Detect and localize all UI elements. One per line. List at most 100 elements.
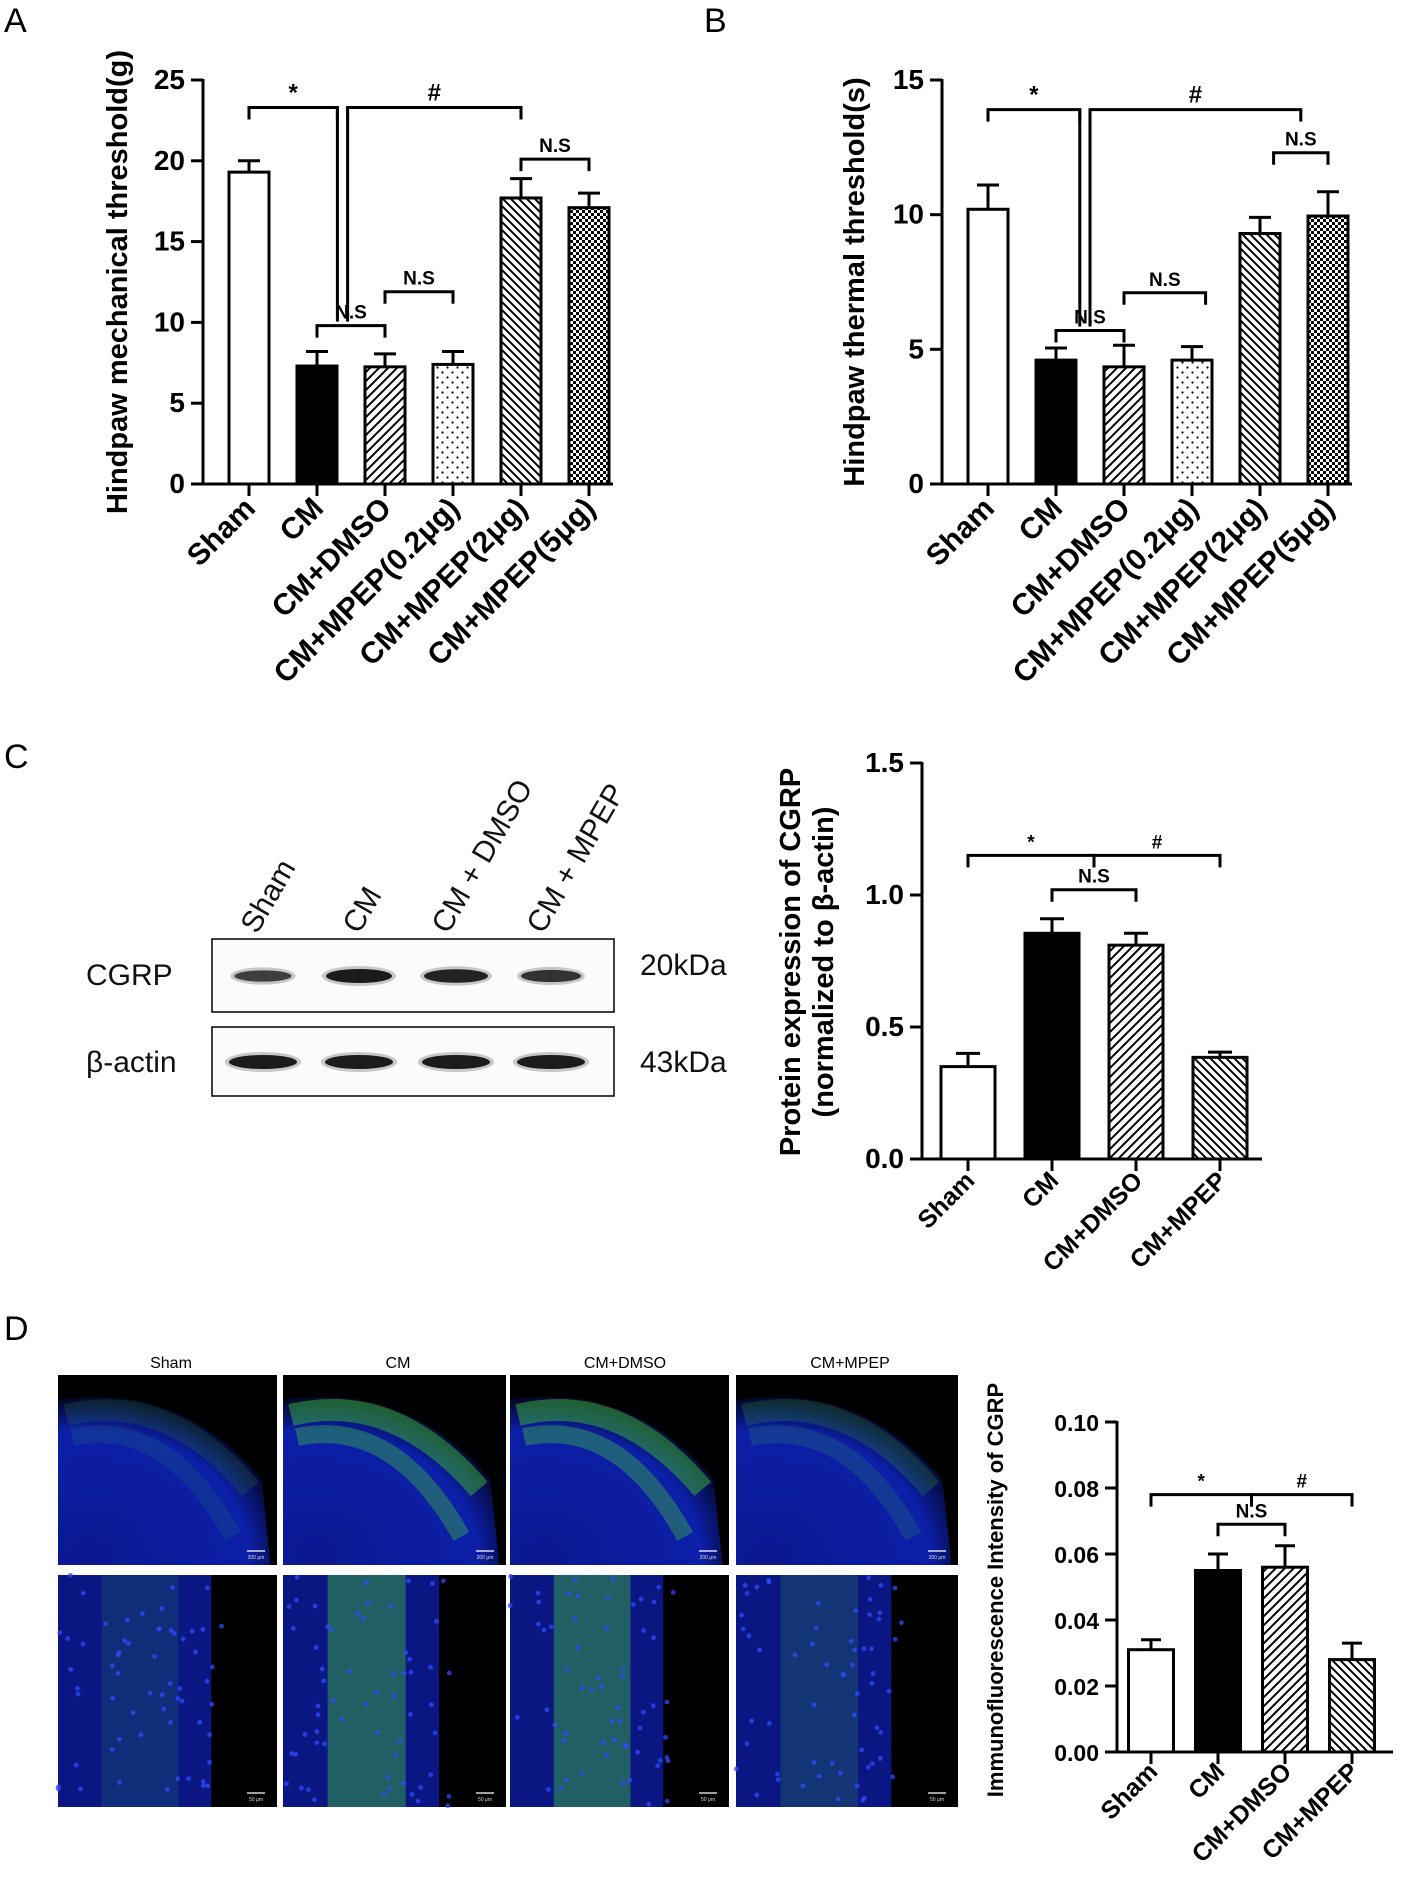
micrograph-panel: Sham CM CM+DMSO CM+MPEP 200 μm 200 μm 200 … <box>55 1355 958 1809</box>
nucleus-dot <box>445 1803 451 1809</box>
nucleus-dot <box>744 1741 750 1746</box>
nucleus-dot <box>109 1747 115 1752</box>
y-axis-label: Immunofluorescence Intensity of CGRP <box>983 1383 1008 1797</box>
nucleus-dot <box>848 1638 854 1644</box>
significance-label: N.S <box>335 303 367 324</box>
nucleus-dot <box>813 1625 819 1631</box>
nucleus-dot <box>546 1786 551 1792</box>
nucleus-dot <box>646 1801 652 1807</box>
nucleus-dot <box>391 1693 397 1699</box>
scale-bar-label: 50 μm <box>701 1797 715 1803</box>
blot-lane-label: Sham <box>234 854 302 938</box>
nucleus-dot <box>861 1646 867 1652</box>
nucleus-dot <box>564 1667 570 1672</box>
micrograph-column-label: CM <box>386 1355 411 1372</box>
nucleus-dot <box>151 1653 157 1659</box>
x-tick-label: Sham <box>181 492 262 573</box>
significance-label: N.S <box>1149 270 1181 291</box>
nucleus-dot <box>207 1759 212 1765</box>
nucleus-dot <box>853 1608 859 1614</box>
nucleus-dot <box>365 1600 371 1606</box>
nucleus-dot <box>637 1725 643 1731</box>
nucleus-dot <box>314 1729 320 1734</box>
nucleus-dot <box>312 1797 317 1803</box>
nucleus-dot <box>209 1701 215 1707</box>
nucleus-dot <box>179 1698 185 1704</box>
significance-bracket <box>1092 853 1222 868</box>
nucleus-dot <box>346 1669 352 1675</box>
nucleus-dot <box>609 1718 615 1724</box>
nucleus-dot <box>541 1627 547 1633</box>
nucleus-dot <box>572 1577 578 1583</box>
nucleus-dot <box>375 1730 380 1736</box>
nucleus-dot <box>168 1627 174 1633</box>
bar-cm-mpep-5-g- <box>567 206 611 486</box>
nucleus-dot <box>749 1718 754 1724</box>
nucleus-dot <box>595 1675 601 1681</box>
nucleus-dot <box>640 1709 646 1715</box>
nucleus-dot <box>293 1751 298 1757</box>
scale-bar-label: 200 μm <box>700 1555 717 1561</box>
y-tick-label: 0 <box>169 468 185 499</box>
nucleus-dot <box>811 1760 817 1765</box>
panel-label-d: D <box>4 1310 29 1348</box>
tissue-section <box>283 1396 500 1565</box>
nucleus-dot <box>535 1590 541 1596</box>
nucleus-dot <box>638 1596 644 1602</box>
blot-row-label-cgrp: CGRP <box>86 959 173 992</box>
nucleus-dot <box>733 1766 739 1772</box>
nucleus-dot <box>670 1590 676 1595</box>
nucleus-dot <box>536 1599 542 1605</box>
nucleus-dot <box>886 1688 892 1694</box>
nucleus-dot <box>754 1792 760 1798</box>
cgrp-signal <box>515 1398 712 1497</box>
nucleus-dot <box>800 1783 806 1789</box>
nucleus-dot <box>161 1706 167 1712</box>
nucleus-dot <box>428 1772 434 1778</box>
nucleus-dot <box>892 1636 898 1642</box>
nucleus-dot <box>664 1755 670 1760</box>
scale-bar-label: 200 μm <box>929 1555 946 1561</box>
nucleus-dot <box>115 1670 121 1676</box>
nucleus-dot <box>289 1751 295 1756</box>
scale-bar-label: 50 μm <box>249 1797 263 1803</box>
nucleus-dot <box>407 1656 413 1662</box>
nucleus-dot <box>180 1636 186 1642</box>
nucleus-dot <box>122 1638 128 1644</box>
nucleus-dot <box>75 1691 81 1697</box>
nucleus-dot <box>598 1684 604 1689</box>
significance-label: * <box>1198 1472 1206 1493</box>
bar-cm-dmso <box>1261 1565 1309 1754</box>
cgrp-signal <box>288 1398 488 1497</box>
nucleus-dot <box>866 1764 871 1770</box>
nucleus-dot <box>401 1780 407 1786</box>
nucleus-dot <box>117 1736 122 1742</box>
western-blot: Sham CM CM + DMSO CM + MPEP CGRP β-actin… <box>86 774 727 1097</box>
nucleus-dot <box>866 1575 872 1581</box>
nucleus-dot <box>363 1701 369 1707</box>
nucleus-dot <box>766 1578 771 1583</box>
blot-lane-label: CM <box>336 882 388 939</box>
nucleus-dot <box>630 1602 636 1608</box>
significance-bracket <box>1122 291 1208 305</box>
nucleus-dot <box>744 1590 750 1596</box>
nucleus-dot <box>878 1582 884 1588</box>
nucleus-dot <box>115 1652 121 1658</box>
nucleus-dot <box>418 1784 424 1790</box>
nucleus-dot <box>200 1783 206 1789</box>
nucleus-dot <box>397 1738 403 1744</box>
nucleus-dot <box>611 1737 617 1743</box>
nucleus-dot <box>75 1686 80 1691</box>
blot-band <box>326 969 392 983</box>
blot-size-cgrp: 20kDa <box>640 949 727 982</box>
nucleus-dot <box>657 1758 663 1764</box>
nucleus-dot <box>125 1641 131 1646</box>
nucleus-dot <box>193 1649 198 1655</box>
y-axis-label: Hindpaw thermal threshold(s) <box>839 77 871 486</box>
nucleus-dot <box>80 1641 86 1647</box>
significance-bracket <box>986 108 1082 122</box>
nucleus-dot <box>616 1705 622 1711</box>
nucleus-dot <box>403 1650 409 1656</box>
significance-label: N.S <box>539 136 571 157</box>
